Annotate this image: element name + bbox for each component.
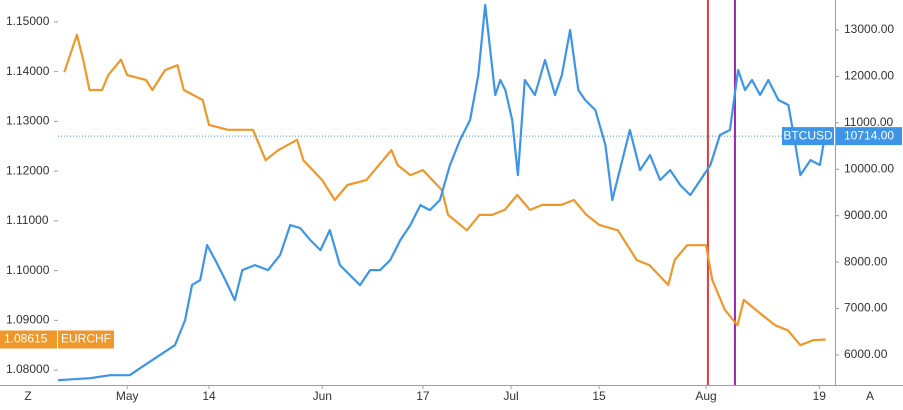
series-name-badge: [782, 127, 834, 146]
y-tick-label: 1.15000: [6, 14, 50, 28]
y2-tick-label: 12000.00: [844, 69, 894, 83]
x-tick-label: Jul: [503, 389, 518, 403]
x-tick-label: Aug: [695, 389, 716, 403]
x-tick-label: Jun: [313, 389, 332, 403]
x-tick-label: 17: [416, 389, 430, 403]
series-name: EURCHF: [61, 332, 111, 346]
y-tick-label: 1.12000: [6, 163, 50, 177]
last-value-badge: [0, 330, 57, 349]
y-tick-label: 1.14000: [6, 64, 50, 78]
last-value-label: 1.08615: [4, 332, 48, 346]
series-name: BTCUSD: [783, 128, 833, 142]
x-tick-label: May: [116, 389, 139, 403]
y2-tick-label: 7000.00: [844, 301, 888, 315]
y2-tick-label: 13000.00: [844, 22, 894, 36]
scale-button[interactable]: A: [866, 389, 874, 403]
y-tick-label: 1.10000: [6, 263, 50, 277]
y2-tick-label: 9000.00: [844, 208, 888, 222]
y-tick-label: 1.11000: [6, 213, 49, 227]
series-line: [63, 33, 826, 347]
last-value-label: 10714.00: [844, 128, 894, 142]
y2-tick-label: 6000.00: [844, 347, 888, 361]
y-tick-label: 1.08000: [6, 362, 50, 376]
y-tick-label: 1.09000: [6, 313, 50, 327]
last-value-badge: [836, 127, 902, 146]
y2-tick-label: 10000.00: [844, 161, 894, 175]
x-tick-label: 19: [813, 389, 827, 403]
series-line: [57, 3, 826, 382]
x-tick-label: 15: [592, 389, 606, 403]
scale-button[interactable]: Z: [24, 389, 31, 403]
x-tick-label: 14: [202, 389, 216, 403]
y-tick-label: 1.13000: [6, 114, 50, 128]
y2-tick-label: 11000.00: [844, 115, 893, 129]
series-name-badge: [58, 330, 114, 349]
y2-tick-label: 8000.00: [844, 254, 888, 268]
